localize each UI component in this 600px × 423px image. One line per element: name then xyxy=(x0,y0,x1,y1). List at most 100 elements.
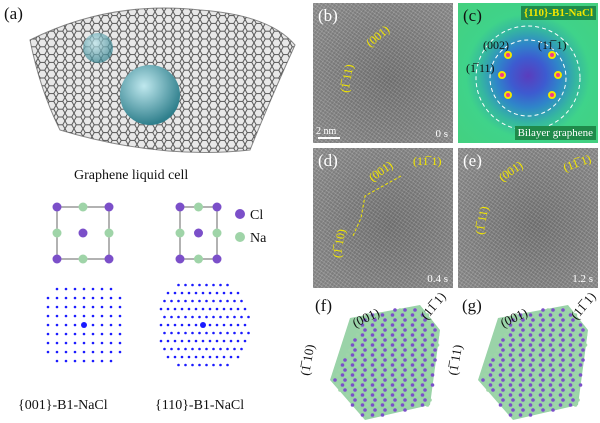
atom xyxy=(498,343,503,347)
atom xyxy=(358,368,362,372)
atom xyxy=(493,393,498,397)
diffraction-spot xyxy=(166,307,170,311)
atom xyxy=(491,378,495,382)
atom xyxy=(581,338,585,342)
atom xyxy=(553,323,558,327)
atom xyxy=(398,338,402,342)
atom xyxy=(566,388,570,392)
atom xyxy=(423,358,427,362)
atom xyxy=(410,373,415,377)
diffraction-spot xyxy=(219,283,222,287)
atom xyxy=(365,353,370,357)
diffraction-spot xyxy=(205,283,208,287)
atom xyxy=(518,353,523,357)
atom xyxy=(433,338,437,342)
diffraction-spot xyxy=(109,287,113,291)
atom xyxy=(551,398,555,402)
atom xyxy=(581,328,585,332)
diffraction-spot xyxy=(73,296,77,300)
diffraction-spot xyxy=(215,339,219,343)
atom xyxy=(576,328,580,332)
diffraction-spot xyxy=(194,339,198,343)
atom xyxy=(398,378,402,382)
atom xyxy=(345,393,350,397)
diffraction-spot xyxy=(247,331,250,335)
atom xyxy=(513,353,518,357)
diffraction-spot xyxy=(205,363,208,367)
atom xyxy=(501,358,505,362)
atom xyxy=(385,343,390,347)
diffraction-spot xyxy=(100,332,104,336)
diffraction-spot xyxy=(222,355,226,359)
atom xyxy=(571,338,575,342)
atom xyxy=(383,388,387,392)
atom xyxy=(511,328,515,332)
panel-e-label: (e) xyxy=(463,151,482,170)
atom xyxy=(493,353,498,357)
atom xyxy=(573,373,578,377)
atom xyxy=(513,403,518,407)
atom xyxy=(576,388,580,392)
atom xyxy=(393,368,397,372)
atom xyxy=(430,353,435,357)
atom xyxy=(543,363,548,367)
atom xyxy=(335,373,340,377)
diffraction-spot xyxy=(64,305,68,309)
atom xyxy=(418,378,422,382)
diffraction-spot xyxy=(64,350,68,354)
atom xyxy=(533,373,538,377)
atom xyxy=(528,333,533,337)
atom xyxy=(418,368,422,372)
atom xyxy=(395,383,400,387)
atom xyxy=(523,363,528,367)
atom xyxy=(400,383,405,387)
timestamp: 1.2 s xyxy=(572,273,593,285)
atom xyxy=(350,383,355,387)
timestamp: 0 s xyxy=(435,128,448,140)
diffraction-spot xyxy=(219,315,222,319)
diffraction-spot xyxy=(222,339,226,343)
diffraction-spot xyxy=(82,296,86,300)
atom xyxy=(370,383,375,387)
atom xyxy=(370,403,375,407)
atom xyxy=(578,383,583,387)
atom xyxy=(498,393,503,397)
atom xyxy=(561,308,565,312)
diffraction-spot xyxy=(91,296,95,300)
diffraction-spot xyxy=(91,287,95,291)
diffraction-spot xyxy=(205,315,208,319)
atom xyxy=(546,378,550,382)
atom xyxy=(360,363,365,367)
atom xyxy=(563,313,568,317)
atom xyxy=(521,358,525,362)
diffraction-spot xyxy=(109,296,113,300)
diffraction-spot xyxy=(100,359,104,363)
atom xyxy=(503,383,508,387)
atom xyxy=(558,383,563,387)
atom xyxy=(353,338,357,342)
diffraction-spot xyxy=(194,323,198,327)
diffraction-spot xyxy=(173,323,177,327)
atom xyxy=(400,363,405,367)
diffraction-spot xyxy=(64,296,68,300)
atom xyxy=(541,308,545,312)
diffraction-spot xyxy=(187,323,191,327)
atom xyxy=(403,318,407,322)
atom xyxy=(551,318,555,322)
atom xyxy=(390,363,395,367)
atom xyxy=(501,338,505,342)
atom xyxy=(365,393,370,397)
atom xyxy=(568,373,573,377)
diffraction-spot xyxy=(226,347,229,351)
atom xyxy=(563,323,568,327)
atom xyxy=(428,328,432,332)
atom xyxy=(541,358,545,362)
atom xyxy=(368,388,372,392)
atom xyxy=(578,323,583,327)
atom xyxy=(528,383,533,387)
atom xyxy=(513,343,518,347)
atom xyxy=(513,413,518,417)
diffraction-spot xyxy=(118,350,122,354)
atom xyxy=(348,368,352,372)
atom xyxy=(410,333,415,337)
